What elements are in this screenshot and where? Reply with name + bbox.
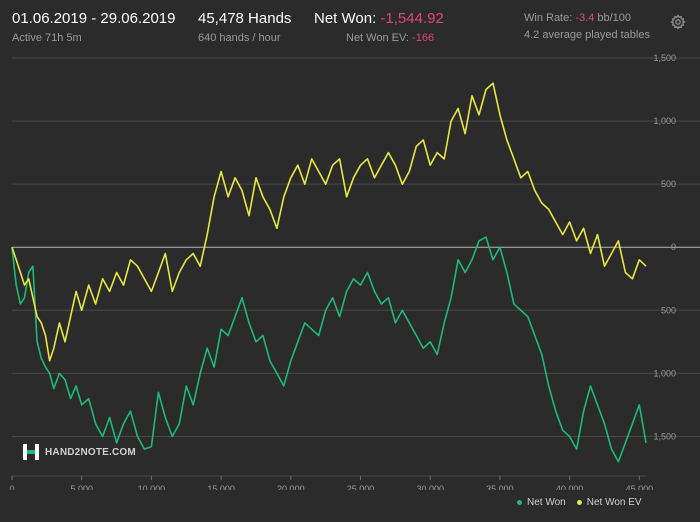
net-won-ev-line xyxy=(11,82,647,362)
date-range[interactable]: 01.06.2019 - 29.06.2019 xyxy=(12,10,176,27)
avg-tables: 4.2 average played tables xyxy=(524,29,650,41)
net-won-ev-value: -166 xyxy=(412,32,435,44)
legend-item-net-won[interactable]: Net Won xyxy=(517,497,566,508)
net-won-ev-label: Net Won EV: xyxy=(346,32,409,44)
legend-label-net-won: Net Won xyxy=(527,497,566,508)
win-rate-value: -3.4 xyxy=(575,12,595,24)
y-tick-label: 1,500 xyxy=(653,431,676,441)
hands-count: 45,478 Hands xyxy=(198,10,292,27)
gear-icon[interactable] xyxy=(668,12,688,32)
win-rate: Win Rate: -3.4 bb/100 xyxy=(524,12,631,24)
x-tick-label: 30,000 xyxy=(416,484,444,490)
y-tick-label: 1,000 xyxy=(653,368,676,378)
graph-chart: 1,500 1,000 500 0 500 1,000 1,500 0 5,000 10,000… xyxy=(9,53,700,490)
legend-dot-net-won-ev xyxy=(576,500,582,505)
legend: Net Won Net Won EV xyxy=(517,497,653,508)
net-won-value: -1,544.92 xyxy=(380,10,444,27)
x-tick-label: 25,000 xyxy=(347,484,375,490)
grid xyxy=(12,57,700,437)
x-tick-label: 20,000 xyxy=(277,484,305,490)
win-rate-unit: bb/100 xyxy=(597,12,632,24)
stats-header: 01.06.2019 - 29.06.2019 Active 71h 5m 45… xyxy=(0,0,700,50)
legend-label-net-won-ev: Net Won EV xyxy=(586,497,642,508)
y-tick-label: 0 xyxy=(671,242,676,252)
x-tick-label: 40,000 xyxy=(556,484,584,490)
y-tick-label: 1,000 xyxy=(653,116,676,126)
x-tick-label: 0 xyxy=(9,484,14,490)
net-won-label: Net Won: xyxy=(314,10,377,27)
net-won: Net Won: -1,544.92 xyxy=(314,10,444,27)
legend-item-net-won-ev[interactable]: Net Won EV xyxy=(576,497,642,508)
x-tick-label: 45,000 xyxy=(626,484,654,490)
x-tick-label: 10,000 xyxy=(138,484,166,490)
y-tick-label: 1,500 xyxy=(653,53,676,63)
x-axis: 0 5,000 10,000 15,000 20,000 25,000 30,000 35,0… xyxy=(9,475,654,490)
series-lines xyxy=(11,82,647,463)
y-tick-label: 500 xyxy=(661,305,676,315)
hand2note-logo-icon xyxy=(23,444,39,460)
net-won-line xyxy=(11,236,647,463)
x-tick-label: 15,000 xyxy=(207,484,235,490)
active-time: Active 71h 5m xyxy=(12,32,82,44)
hands-rate: 640 hands / hour xyxy=(198,32,281,44)
y-axis: 1,500 1,000 500 0 500 1,000 1,500 xyxy=(653,53,676,441)
net-won-ev: Net Won EV: -166 xyxy=(346,32,434,44)
legend-dot-net-won xyxy=(517,500,522,505)
hand2note-logo: HAND2NOTE.COM xyxy=(22,443,136,461)
gear-icon-glyph xyxy=(670,14,686,30)
y-tick-label: 500 xyxy=(661,179,676,189)
x-tick-label: 5,000 xyxy=(70,484,93,490)
x-tick-label: 35,000 xyxy=(486,484,514,490)
logo-text: HAND2NOTE.COM xyxy=(45,446,136,458)
win-rate-label: Win Rate: xyxy=(524,12,573,24)
